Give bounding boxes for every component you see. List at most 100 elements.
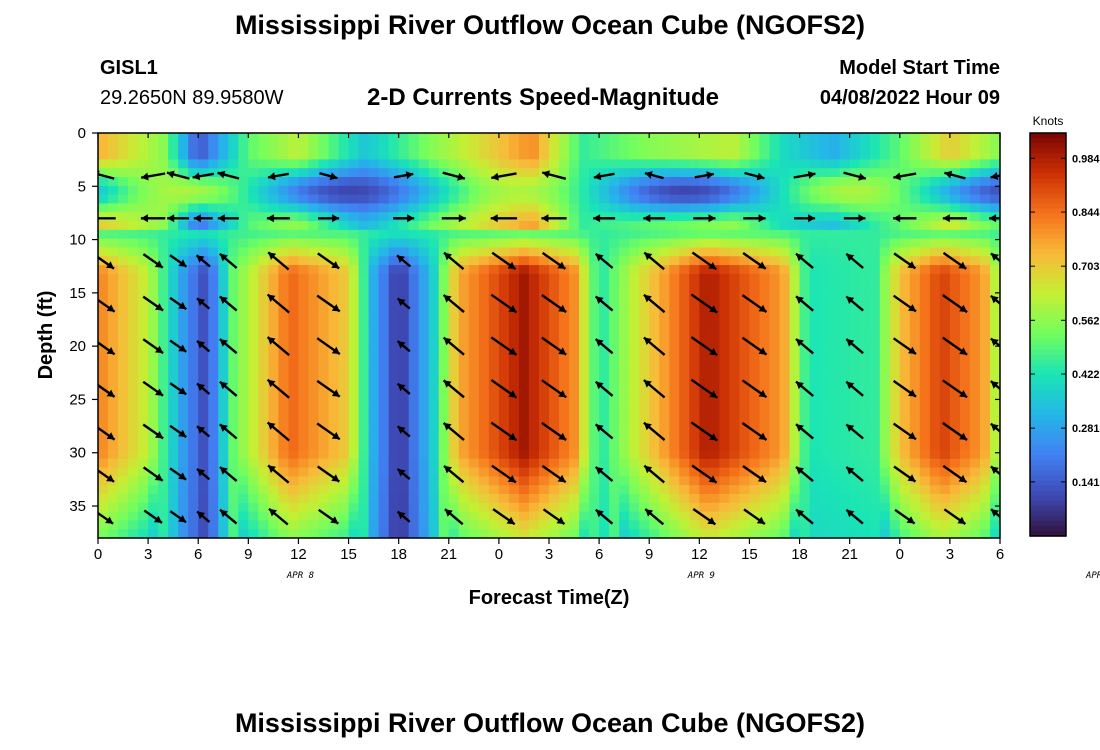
- heatmap-cell: [328, 326, 340, 337]
- heatmap-cell: [538, 273, 550, 284]
- model-start-label: Model Start Time: [839, 57, 1000, 79]
- heatmap-cell: [779, 476, 791, 486]
- heatmap-cell: [408, 370, 420, 381]
- heatmap-cell: [218, 273, 229, 284]
- heatmap-cell: [198, 282, 209, 293]
- heatmap-cell: [919, 150, 931, 161]
- heatmap-cell: [859, 511, 871, 521]
- heatmap-cell: [959, 247, 971, 257]
- heatmap-cell: [528, 441, 540, 451]
- x-tick-label: 12: [691, 546, 708, 563]
- heatmap-cell: [589, 353, 600, 363]
- heatmap-cell: [318, 326, 330, 337]
- heatmap-cell: [879, 309, 891, 319]
- heatmap-cell: [418, 194, 430, 205]
- heatmap-cell: [468, 397, 480, 407]
- heatmap-cell: [98, 247, 109, 257]
- heatmap-cell: [789, 405, 801, 416]
- heatmap-cell: [749, 405, 761, 416]
- heatmap-cell: [448, 449, 460, 460]
- heatmap-cell: [478, 520, 490, 530]
- heatmap-cell: [438, 177, 450, 187]
- heatmap-cell: [819, 449, 831, 460]
- heatmap-cell: [809, 370, 821, 381]
- heatmap-cell: [198, 326, 209, 337]
- heatmap-cell: [438, 344, 450, 354]
- heatmap-cell: [759, 370, 771, 381]
- heatmap-cell: [198, 212, 209, 222]
- heatmap-cell: [739, 405, 751, 416]
- heatmap-cell: [438, 335, 450, 345]
- heatmap-cell: [398, 485, 410, 495]
- heatmap-cell: [538, 423, 550, 433]
- heatmap-cell: [759, 273, 771, 284]
- heatmap-cell: [729, 476, 741, 486]
- heatmap-cell: [398, 414, 410, 425]
- heatmap-cell: [549, 441, 560, 451]
- heatmap-cell: [268, 300, 279, 310]
- heatmap-cell: [518, 291, 530, 301]
- heatmap-cell: [478, 256, 490, 266]
- heatmap-cell: [358, 449, 370, 460]
- heatmap-cell: [769, 449, 781, 460]
- heatmap-cell: [609, 326, 620, 337]
- heatmap-cell: [619, 485, 630, 495]
- heatmap-cell: [679, 335, 690, 345]
- heatmap-cell: [839, 432, 851, 442]
- heatmap-cell: [619, 441, 630, 451]
- heatmap-cell: [879, 353, 891, 363]
- current-vector-arrow: [196, 382, 211, 395]
- heatmap-cell: [809, 529, 821, 538]
- heatmap-cell: [178, 177, 189, 187]
- heatmap-cell: [919, 282, 931, 293]
- heatmap-cell: [538, 326, 550, 337]
- heatmap-cell: [639, 441, 650, 451]
- heatmap-cell: [779, 238, 791, 249]
- heatmap-cell: [418, 185, 430, 196]
- heatmap-cell: [468, 467, 480, 477]
- heatmap-cell: [759, 221, 771, 231]
- heatmap-cell: [98, 485, 109, 495]
- heatmap-cell: [639, 388, 650, 398]
- heatmap-cell: [749, 432, 761, 442]
- heatmap-cell: [118, 221, 129, 231]
- heatmap-cell: [579, 185, 590, 196]
- heatmap-cell: [378, 485, 390, 495]
- heatmap-cell: [308, 221, 320, 231]
- heatmap-cell: [508, 141, 520, 152]
- heatmap-cell: [278, 458, 290, 469]
- heatmap-cell: [799, 159, 811, 169]
- heatmap-cell: [308, 379, 320, 389]
- heatmap-cell: [388, 141, 400, 152]
- heatmap-cell: [569, 194, 580, 205]
- heatmap-cell: [589, 194, 600, 205]
- heatmap-cell: [288, 221, 300, 231]
- heatmap-cell: [869, 177, 881, 187]
- current-vector-arrow: [266, 336, 290, 357]
- heatmap-cell: [408, 203, 420, 213]
- heatmap-cell: [939, 141, 951, 152]
- heatmap-cell: [108, 467, 119, 477]
- heatmap-cell: [709, 379, 720, 389]
- heatmap-cell: [318, 133, 330, 143]
- heatmap-cell: [739, 458, 751, 469]
- heatmap-cell: [138, 177, 149, 187]
- heatmap-cell: [839, 291, 851, 301]
- heatmap-cell: [839, 326, 851, 337]
- heatmap-cell: [939, 423, 951, 433]
- heatmap-cell: [338, 529, 350, 538]
- heatmap-cell: [478, 361, 490, 372]
- heatmap-cell: [559, 520, 570, 530]
- heatmap-cell: [669, 529, 680, 538]
- heatmap-cell: [528, 344, 540, 354]
- heatmap-cell: [158, 405, 169, 416]
- heatmap-cell: [589, 238, 600, 249]
- heatmap-cell: [398, 177, 410, 187]
- heatmap-cell: [569, 441, 580, 451]
- heatmap-cell: [619, 423, 630, 433]
- heatmap-cell: [298, 432, 310, 442]
- heatmap-cell: [779, 185, 791, 196]
- heatmap-cell: [669, 168, 680, 178]
- current-vector-arrow: [196, 467, 211, 481]
- heatmap-cell: [679, 203, 690, 213]
